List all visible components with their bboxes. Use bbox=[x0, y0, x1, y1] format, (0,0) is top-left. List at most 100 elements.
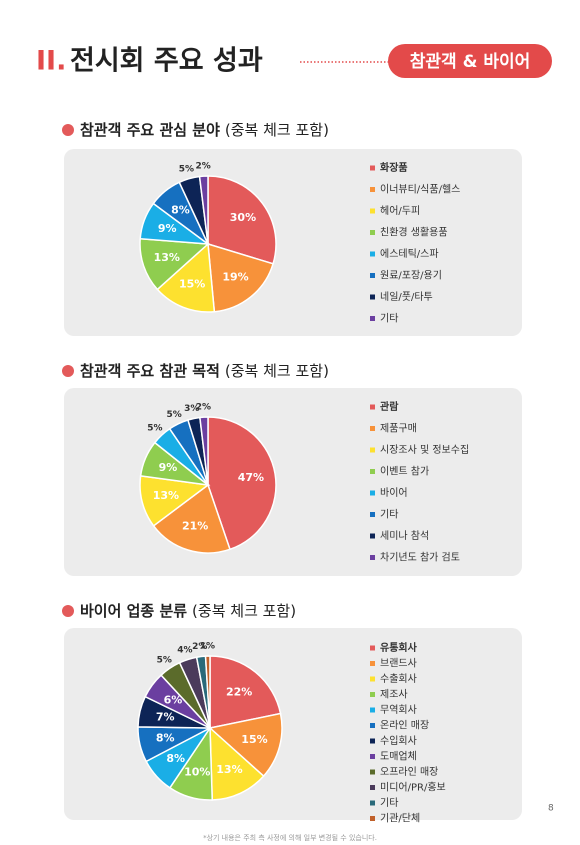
legend-label: 도매업체 bbox=[380, 750, 417, 763]
data-label: 9% bbox=[159, 461, 178, 474]
legend-label: 이너뷰티/식품/헬스 bbox=[380, 184, 460, 196]
data-label: 5% bbox=[167, 410, 182, 420]
data-label: 8% bbox=[156, 732, 175, 745]
data-label: 15% bbox=[241, 733, 267, 746]
page-title: 전시회 주요 성과 bbox=[70, 46, 263, 77]
data-label: 7% bbox=[156, 710, 175, 723]
data-label: 30% bbox=[230, 211, 256, 224]
chart-panel bbox=[64, 388, 522, 576]
heading-title: 참관객 주요 관심 분야 bbox=[80, 121, 220, 139]
data-label: 1% bbox=[200, 642, 215, 652]
data-label: 6% bbox=[164, 694, 183, 707]
data-label: 4% bbox=[177, 645, 192, 655]
pie-slice bbox=[209, 726, 265, 801]
badge-text: 참관객 & 바이어 bbox=[410, 51, 531, 72]
pie-slice bbox=[139, 237, 210, 291]
legend-swatch bbox=[370, 707, 375, 713]
legend-swatch bbox=[370, 785, 375, 790]
legend-swatch bbox=[370, 404, 375, 410]
legend-label: 네일/풋/타투 bbox=[380, 291, 433, 303]
pie-slice bbox=[199, 416, 209, 486]
section-heading: 바이어 업종 분류 (중복 체크 포함) bbox=[80, 602, 296, 620]
legend-label: 무역회사 bbox=[380, 704, 417, 716]
data-label: 47% bbox=[238, 471, 264, 484]
heading-note: (중복 체크 포함) bbox=[225, 362, 329, 380]
legend-swatch bbox=[370, 273, 375, 278]
data-label: 2% bbox=[196, 162, 211, 172]
chart-panel bbox=[64, 149, 522, 336]
legend-label: 차기년도 참가 검토 bbox=[380, 552, 460, 564]
section-heading: 참관객 주요 관심 분야 (중복 체크 포함) bbox=[80, 121, 329, 139]
legend-swatch bbox=[370, 251, 375, 257]
data-label: 5% bbox=[147, 423, 162, 433]
legend-label: 브랜드사 bbox=[380, 658, 417, 670]
legend-swatch bbox=[370, 469, 375, 474]
legend-swatch bbox=[370, 316, 375, 321]
pie-slice bbox=[152, 483, 231, 554]
legend-swatch bbox=[370, 165, 375, 171]
pie-slice bbox=[198, 175, 209, 245]
data-label: 8% bbox=[166, 752, 185, 765]
legend-swatch bbox=[370, 230, 375, 235]
data-label: 10% bbox=[184, 765, 210, 778]
legend-label: 기관/단체 bbox=[380, 813, 420, 825]
chart-panel bbox=[64, 628, 522, 820]
pie-slice bbox=[208, 712, 283, 778]
legend-swatch bbox=[370, 490, 375, 496]
legend-label: 친환경 생활용품 bbox=[380, 226, 448, 239]
pie-slice bbox=[207, 175, 277, 265]
legend-swatch bbox=[370, 426, 375, 431]
section-number: II. bbox=[36, 46, 66, 77]
data-label: 19% bbox=[222, 271, 248, 284]
heading-title: 바이어 업종 분류 bbox=[80, 602, 187, 620]
data-label: 21% bbox=[182, 520, 208, 533]
legend-swatch bbox=[370, 187, 375, 192]
data-label: 22% bbox=[226, 685, 252, 698]
legend-label: 시장조사 및 정보수집 bbox=[380, 444, 469, 456]
legend-label: 이벤트 참가 bbox=[380, 466, 429, 478]
heading-note: (중복 체크 포함) bbox=[192, 602, 296, 620]
legend-label: 기타 bbox=[380, 797, 398, 809]
data-label: 13% bbox=[153, 489, 179, 502]
data-label: 5% bbox=[179, 165, 194, 175]
pie-slice bbox=[209, 655, 282, 729]
data-label: 13% bbox=[154, 251, 180, 264]
pie-slice bbox=[207, 416, 277, 551]
legend-label: 원료/포장/용기 bbox=[380, 270, 442, 282]
pie-slice bbox=[156, 242, 216, 313]
heading-bullet bbox=[62, 124, 74, 136]
data-label: 2% bbox=[196, 403, 211, 413]
data-label: 15% bbox=[179, 278, 205, 291]
legend-label: 수출회사 bbox=[380, 673, 417, 685]
legend-swatch bbox=[370, 816, 375, 821]
legend-swatch bbox=[370, 723, 375, 728]
pie-slice bbox=[204, 655, 211, 729]
legend-swatch bbox=[370, 676, 375, 682]
legend-label: 제품구매 bbox=[380, 423, 417, 435]
legend-label: 바이어 bbox=[380, 487, 408, 499]
pie-slice bbox=[207, 242, 274, 313]
heading-bullet bbox=[62, 605, 74, 617]
legend-swatch bbox=[370, 555, 375, 560]
heading-note: (중복 체크 포함) bbox=[225, 121, 329, 139]
legend-label: 세미나 참석 bbox=[380, 530, 429, 542]
legend-label: 미디어/PR/홍보 bbox=[380, 781, 446, 794]
data-label: 13% bbox=[216, 763, 242, 776]
legend-swatch bbox=[370, 208, 375, 214]
legend-label: 화장품 bbox=[380, 161, 408, 174]
data-label: 2% bbox=[192, 642, 207, 652]
legend-label: 헤어/두피 bbox=[380, 205, 420, 217]
legend-swatch bbox=[370, 294, 375, 300]
legend-label: 수입회사 bbox=[380, 734, 417, 747]
legend-label: 기타 bbox=[380, 313, 398, 325]
legend-label: 유통회사 bbox=[380, 641, 418, 654]
badge bbox=[388, 44, 552, 78]
legend-swatch bbox=[370, 769, 375, 775]
legend-label: 제조사 bbox=[380, 689, 408, 701]
data-label: 5% bbox=[157, 655, 172, 665]
legend-label: 온라인 매장 bbox=[380, 720, 429, 732]
data-label: 9% bbox=[158, 222, 177, 235]
legend-label: 기타 bbox=[380, 509, 398, 521]
legend-swatch bbox=[370, 447, 375, 453]
